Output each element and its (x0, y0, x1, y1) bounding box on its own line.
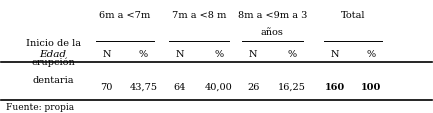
Text: 64: 64 (174, 82, 186, 91)
Text: 40,00: 40,00 (205, 82, 233, 91)
Text: N: N (103, 49, 111, 58)
Text: Edad: Edad (39, 49, 67, 58)
Text: N: N (176, 49, 184, 58)
Text: 43,75: 43,75 (129, 82, 157, 91)
Text: 16,25: 16,25 (278, 82, 306, 91)
Text: 70: 70 (100, 82, 113, 91)
Text: dentaria: dentaria (32, 76, 74, 85)
Text: 100: 100 (361, 82, 381, 91)
Text: 8m a <9m a 3: 8m a <9m a 3 (238, 11, 307, 20)
Text: 6m a <7m: 6m a <7m (100, 11, 151, 20)
Text: %: % (214, 49, 223, 58)
Text: erupción: erupción (31, 57, 75, 66)
Text: 160: 160 (325, 82, 345, 91)
Text: Total: Total (341, 11, 365, 20)
Text: %: % (287, 49, 296, 58)
Text: N: N (330, 49, 339, 58)
Text: %: % (139, 49, 148, 58)
Text: Inicio de la: Inicio de la (26, 38, 81, 47)
Text: N: N (249, 49, 257, 58)
Text: %: % (367, 49, 376, 58)
Text: 7m a <8 m: 7m a <8 m (172, 11, 226, 20)
Text: 26: 26 (247, 82, 259, 91)
Text: años: años (261, 27, 284, 36)
Text: Fuente: propia: Fuente: propia (6, 102, 74, 111)
